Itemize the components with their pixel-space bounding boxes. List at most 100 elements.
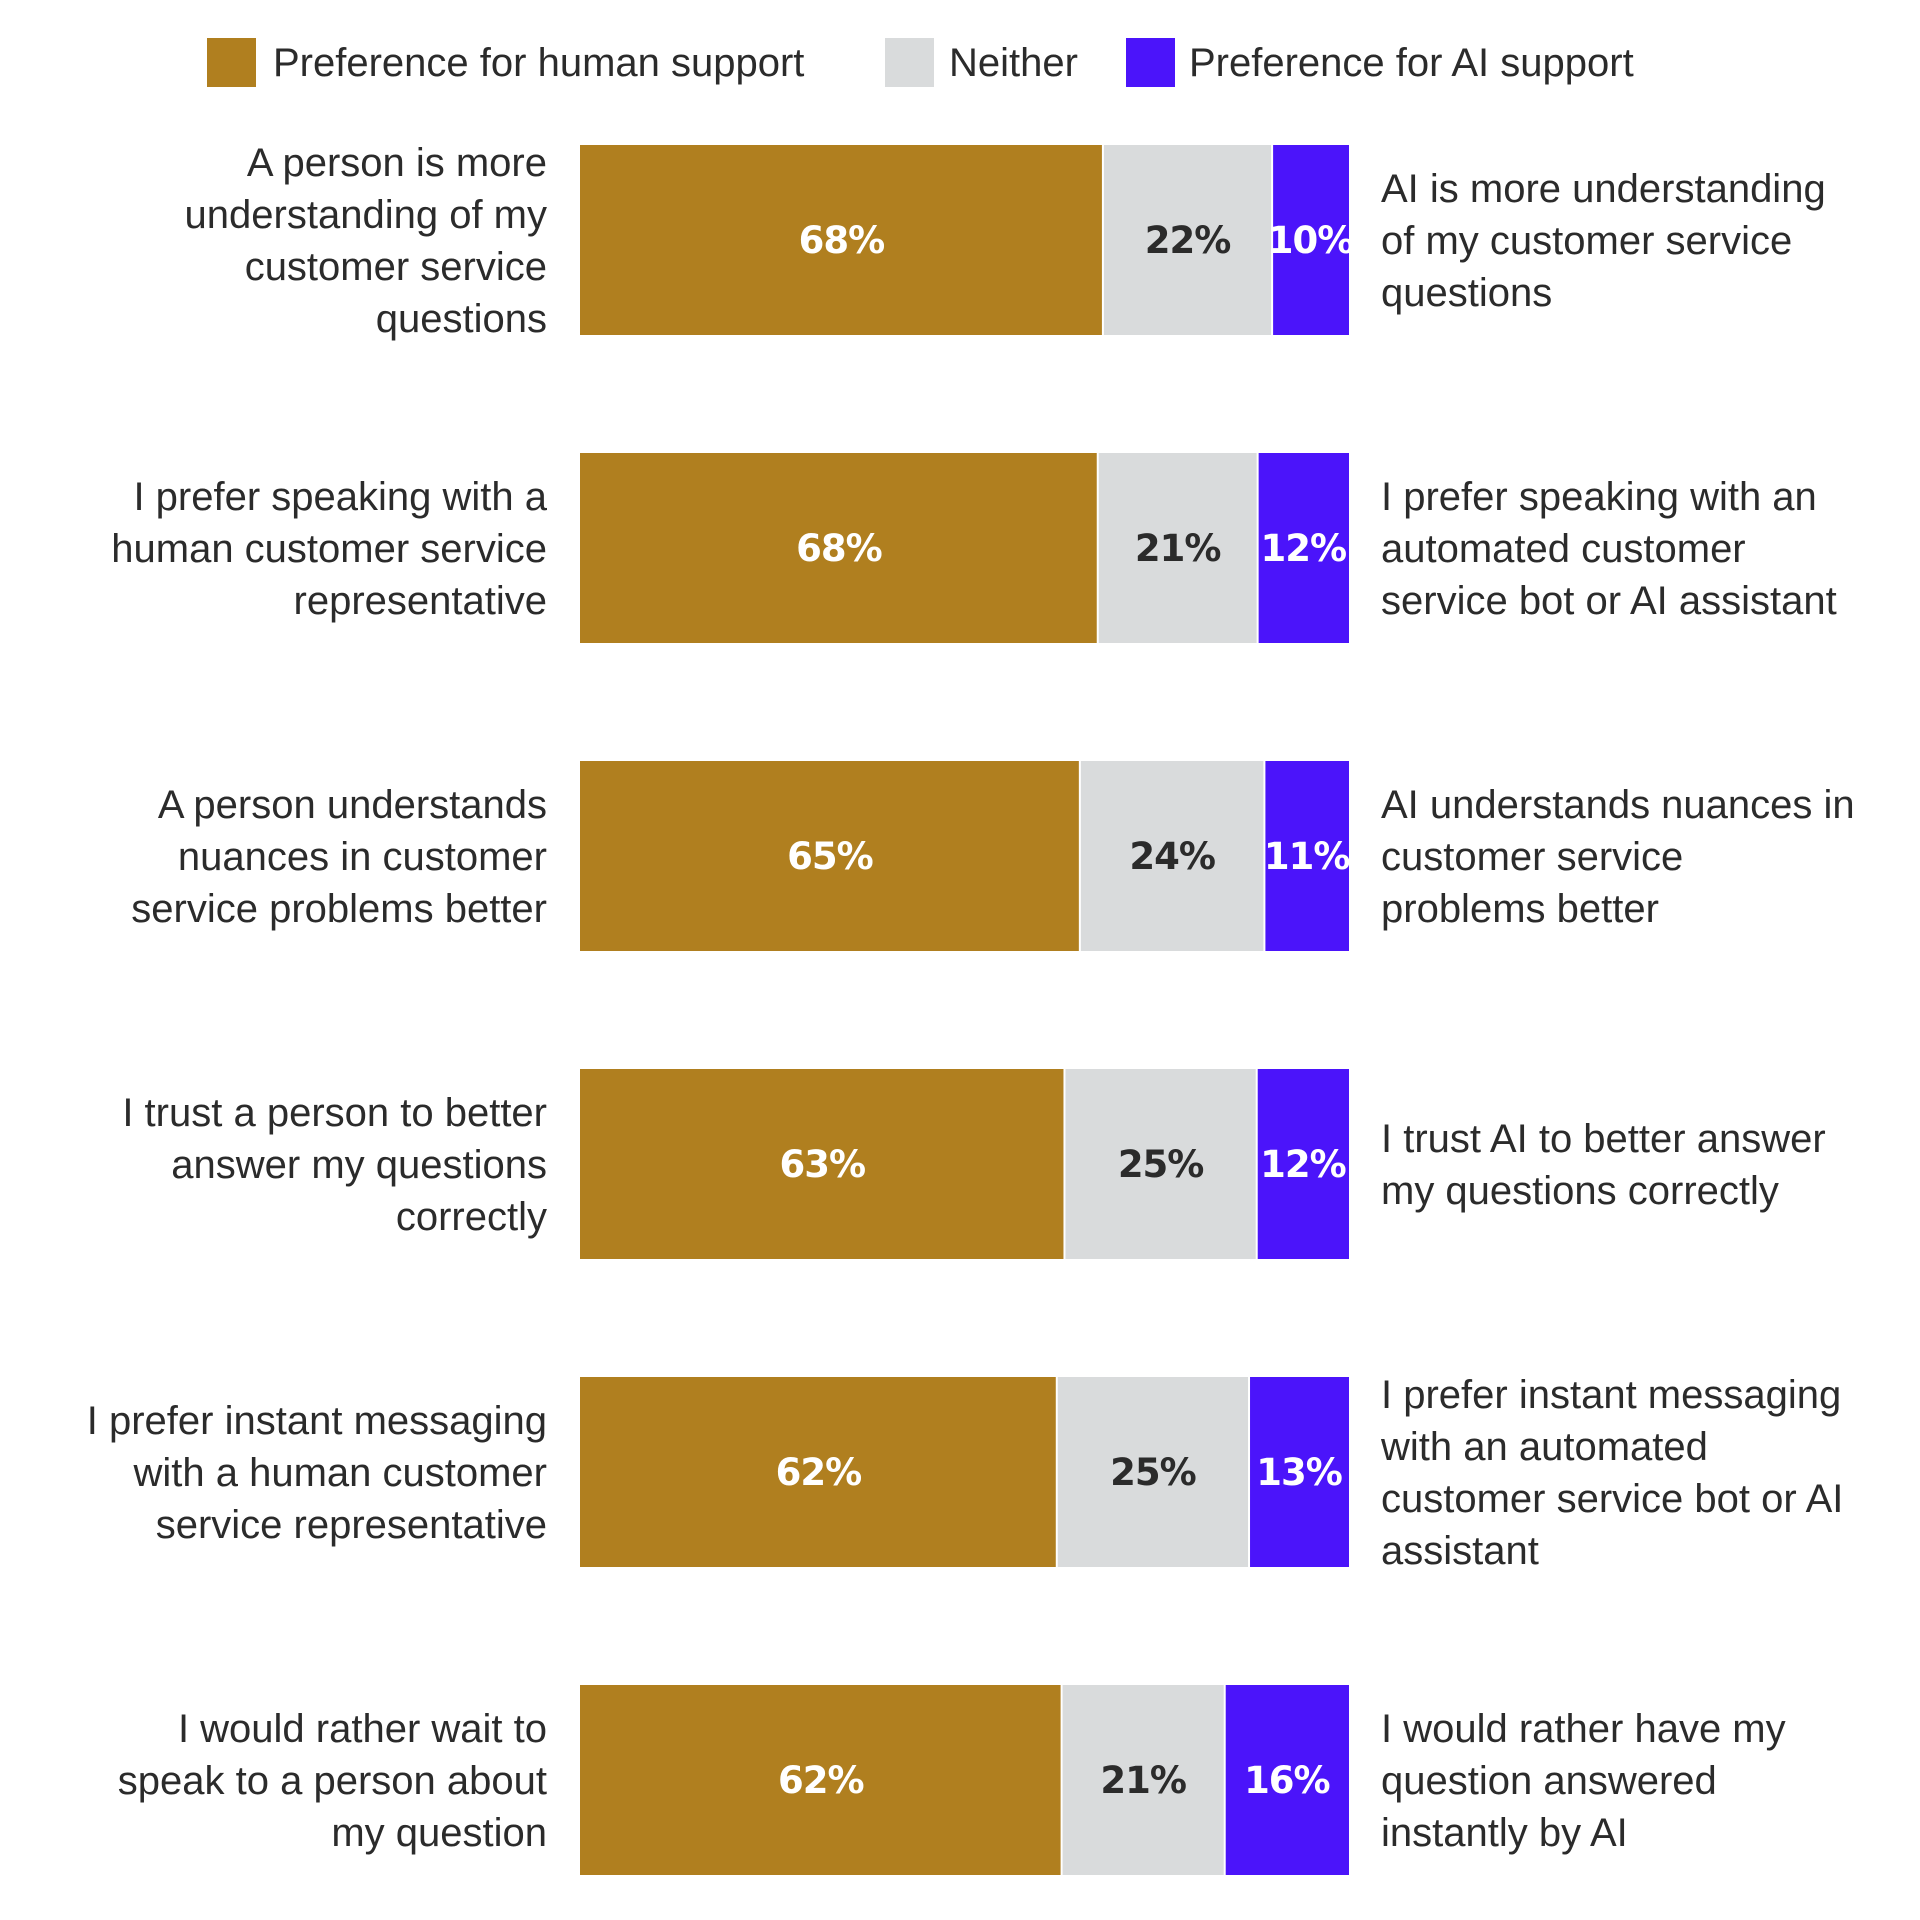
data-label-neither: 24% (1129, 835, 1215, 878)
legend-swatch-human (207, 38, 256, 87)
bar-segment-human (580, 1377, 1057, 1567)
right-statement-label-line: with an automated (1380, 1425, 1708, 1469)
right-statement-label-line: my questions correctly (1381, 1169, 1779, 1213)
left-statement-label-line: service representative (156, 1503, 547, 1547)
left-statement-label-line: I prefer instant messaging (87, 1399, 547, 1443)
left-statement-label-line: service problems better (131, 887, 547, 931)
left-statement-label: A person is more understanding of my custo… (185, 141, 547, 341)
right-statement-label: I trust AI to better answer my questions … (1381, 1117, 1826, 1213)
bar-segment-ai (1257, 453, 1349, 643)
data-label-neither: 25% (1110, 1451, 1196, 1494)
left-statement-label: I prefer instant messaging with a human c… (87, 1399, 547, 1547)
left-statement-label-line: questions (376, 297, 547, 341)
left-statement-label-line: I would rather wait to (178, 1707, 547, 1751)
right-statement-label-line: AI is more understanding (1381, 167, 1826, 211)
right-statement-label-line: automated customer (1381, 527, 1746, 571)
legend: Preference for human support Neither Pre… (207, 38, 1634, 87)
plot-area: 68% 22% 10% A person is more understanding o… (87, 141, 1855, 1875)
left-statement-label-line: representative (294, 579, 547, 623)
right-statement-label-line: AI understands nuances in (1381, 783, 1855, 827)
right-statement-label-line: question answered (1381, 1759, 1717, 1803)
bar-segment-neither (1097, 453, 1258, 643)
data-label-human: 65% (787, 835, 873, 878)
legend-swatch-neither (885, 38, 934, 87)
right-statement-label: AI is more understanding of my customer s… (1381, 167, 1826, 315)
bar-segment-ai (1256, 1069, 1349, 1259)
data-label-human: 68% (799, 219, 885, 262)
left-statement-label: I would rather wait to speak to a person … (118, 1707, 547, 1855)
bar-row: 62% 21% 16% I would rather wait to speak to … (118, 1685, 1786, 1875)
legend-label-human: Preference for human support (273, 41, 804, 85)
right-statement-label: I prefer instant messaging with an automa… (1380, 1373, 1843, 1573)
right-statement-label: I would rather have my question answered i… (1381, 1707, 1786, 1855)
legend-label-neither: Neither (949, 41, 1078, 85)
bar-row: 68% 21% 12% I prefer speaking with a human c… (111, 453, 1837, 643)
left-statement-label: I prefer speaking with a human customer s… (111, 475, 547, 623)
right-statement-label-line: assistant (1381, 1529, 1539, 1573)
left-statement-label-line: understanding of my (185, 193, 547, 237)
right-statement-label-line: service bot or AI assistant (1381, 579, 1837, 623)
bar-segment-neither (1061, 1685, 1225, 1875)
data-label-ai: 16% (1244, 1759, 1330, 1802)
right-statement-label-line: I prefer speaking with an (1381, 475, 1817, 519)
bar-segment-neither (1102, 145, 1273, 335)
left-statement-label-line: with a human customer (132, 1451, 547, 1495)
bar-row: 65% 24% 11% A person understands nuances in … (131, 761, 1855, 951)
left-statement-label-line: nuances in customer (178, 835, 547, 879)
left-statement-label-line: I prefer speaking with a (133, 475, 547, 519)
data-label-ai: 12% (1261, 527, 1347, 570)
bar-segment-human (580, 1685, 1062, 1875)
left-statement-label-line: speak to a person about (118, 1759, 547, 1803)
right-statement-label: AI understands nuances in customer servic… (1381, 783, 1855, 931)
legend-swatch-ai (1126, 38, 1175, 87)
data-label-ai: 10% (1268, 219, 1354, 262)
data-label-ai: 12% (1260, 1143, 1346, 1186)
data-label-human: 68% (796, 527, 882, 570)
left-statement-label: I trust a person to better answer my ques… (122, 1091, 547, 1239)
left-statement-label-line: answer my questions (171, 1143, 547, 1187)
right-statement-label-line: customer service bot or AI (1381, 1477, 1843, 1521)
right-statement-label-line: I would rather have my (1381, 1707, 1786, 1751)
bar-row: 63% 25% 12% I trust a person to better answe… (122, 1069, 1826, 1259)
bar-segment-human (580, 761, 1080, 951)
right-statement-label-line: questions (1381, 271, 1552, 315)
left-statement-label-line: human customer service (111, 527, 547, 571)
left-statement-label-line: correctly (396, 1195, 547, 1239)
bar-segment-ai (1224, 1685, 1349, 1875)
data-label-neither: 21% (1135, 527, 1221, 570)
left-statement-label-line: A person understands (158, 783, 547, 827)
bar-segment-ai (1249, 1377, 1349, 1567)
bar-row: 62% 25% 13% I prefer instant messaging with … (87, 1373, 1844, 1573)
data-label-neither: 25% (1118, 1143, 1204, 1186)
bar-segment-neither (1079, 761, 1265, 951)
data-label-human: 62% (778, 1759, 864, 1802)
legend-label-ai: Preference for AI support (1189, 41, 1634, 85)
data-label-human: 63% (779, 1143, 865, 1186)
left-statement-label-line: my question (331, 1811, 547, 1855)
bar-segment-ai (1264, 761, 1349, 951)
right-statement-label: I prefer speaking with an automated custo… (1381, 475, 1837, 623)
left-statement-label-line: customer service (245, 245, 547, 289)
bar-segment-human (580, 1069, 1065, 1259)
data-label-neither: 21% (1100, 1759, 1186, 1802)
data-label-human: 62% (776, 1451, 862, 1494)
bar-segment-human (580, 453, 1098, 643)
data-label-ai: 13% (1256, 1451, 1342, 1494)
bar-segment-neither (1056, 1377, 1250, 1567)
bar-row: 68% 22% 10% A person is more understanding o… (185, 141, 1826, 341)
right-statement-label-line: I prefer instant messaging (1381, 1373, 1841, 1417)
right-statement-label-line: problems better (1381, 887, 1659, 931)
left-statement-label: A person understands nuances in customer s… (131, 783, 547, 931)
right-statement-label-line: instantly by AI (1381, 1811, 1628, 1855)
left-statement-label-line: A person is more (247, 141, 547, 185)
bar-segment-neither (1064, 1069, 1257, 1259)
data-label-neither: 22% (1145, 219, 1231, 262)
data-label-ai: 11% (1264, 835, 1350, 878)
bar-segment-human (580, 145, 1103, 335)
right-statement-label-line: customer service (1381, 835, 1683, 879)
bar-segment-ai (1272, 145, 1349, 335)
right-statement-label-line: of my customer service (1381, 219, 1792, 263)
right-statement-label-line: I trust AI to better answer (1381, 1117, 1826, 1161)
left-statement-label-line: I trust a person to better (122, 1091, 547, 1135)
